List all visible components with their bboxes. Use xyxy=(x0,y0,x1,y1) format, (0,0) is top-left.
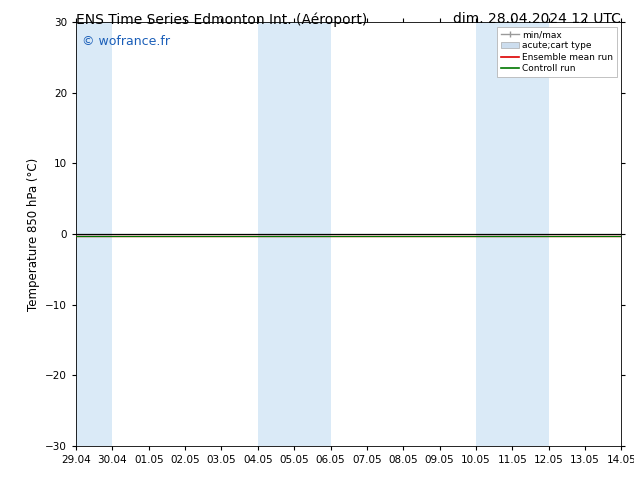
Legend: min/max, acute;cart type, Ensemble mean run, Controll run: min/max, acute;cart type, Ensemble mean … xyxy=(497,26,617,76)
Text: ENS Time Series Edmonton Int. (Aéroport): ENS Time Series Edmonton Int. (Aéroport) xyxy=(76,12,367,27)
Text: © wofrance.fr: © wofrance.fr xyxy=(82,35,169,48)
Bar xyxy=(76,22,112,446)
Title: ENS Time Series Edmonton Int. (Aéroport)        dim. 28.04.2024 12 UTC: ENS Time Series Edmonton Int. (Aéroport)… xyxy=(0,489,1,490)
Bar xyxy=(476,22,548,446)
Y-axis label: Temperature 850 hPa (°C): Temperature 850 hPa (°C) xyxy=(27,157,39,311)
Bar xyxy=(258,22,330,446)
Text: dim. 28.04.2024 12 UTC: dim. 28.04.2024 12 UTC xyxy=(453,12,621,26)
